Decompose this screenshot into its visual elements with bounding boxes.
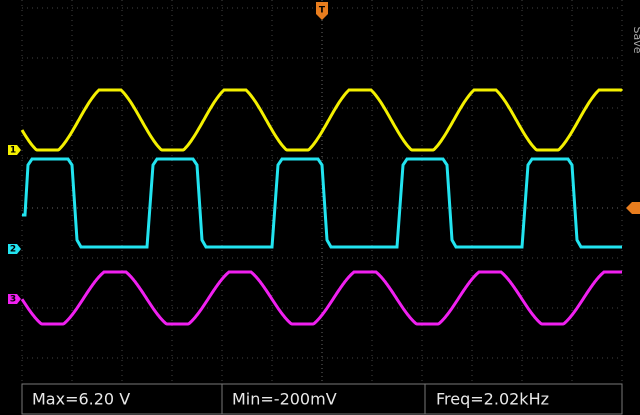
channel-3-wave: [20, 270, 622, 326]
channel-tag: [8, 294, 21, 304]
measurement: Freq=2.02kHz: [436, 390, 549, 409]
measurement-box: [21, 383, 223, 415]
channel-2-wave: [22, 157, 622, 249]
trigger-marker: [316, 2, 328, 20]
measurement: Min=-200mV: [232, 390, 337, 409]
channel-tag: [8, 145, 21, 155]
measurement-box: [221, 383, 426, 415]
channel-label: 1: [10, 146, 16, 156]
channel-tag: [8, 244, 21, 254]
trigger-label: T: [319, 6, 326, 16]
trigger-level-marker: [626, 202, 640, 214]
channel-1-wave: [20, 88, 624, 152]
measurement: Max=6.20 V: [32, 390, 130, 409]
measurement-box: [424, 383, 623, 415]
channel-label: 2: [10, 245, 16, 255]
waveforms: [20, 88, 624, 326]
channel-label: 3: [10, 295, 16, 305]
save-label[interactable]: Save: [631, 26, 640, 53]
